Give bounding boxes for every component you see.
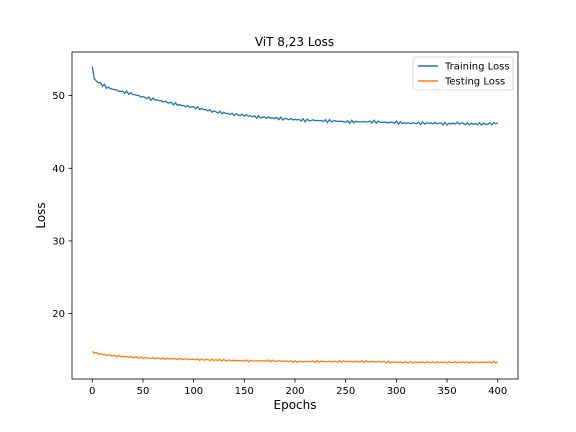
chart-title: ViT 8,23 Loss [255, 35, 334, 49]
x-axis-ticks: 0 50 100 150 200 250 300 350 400 [89, 379, 507, 397]
plot-lines [91, 66, 499, 365]
x-tick-label: 200 [285, 386, 304, 397]
x-tick-label: 300 [387, 386, 406, 397]
x-tick-label: 150 [235, 386, 254, 397]
y-axis-ticks: 20 30 40 50 [52, 91, 72, 320]
series-line-testing-loss [91, 350, 499, 365]
y-axis-label: Loss [34, 202, 48, 228]
y-tick-label: 40 [52, 164, 65, 175]
plot-frame [71, 51, 519, 380]
x-tick-label: 50 [137, 386, 150, 397]
x-tick-label: 100 [184, 386, 203, 397]
x-tick-label: 400 [488, 386, 507, 397]
x-axis-label: Epochs [274, 398, 317, 412]
x-tick-label: 0 [89, 386, 95, 397]
legend: Training Loss Testing Loss [412, 56, 514, 91]
y-tick-label: 20 [52, 309, 65, 320]
legend-label: Testing Loss [444, 77, 505, 88]
x-tick-label: 350 [437, 386, 456, 397]
y-tick-label: 30 [52, 236, 65, 247]
series-line-training-loss [91, 66, 498, 127]
x-tick-label: 250 [336, 386, 355, 397]
legend-label: Training Loss [444, 62, 510, 73]
y-tick-label: 50 [52, 91, 65, 102]
